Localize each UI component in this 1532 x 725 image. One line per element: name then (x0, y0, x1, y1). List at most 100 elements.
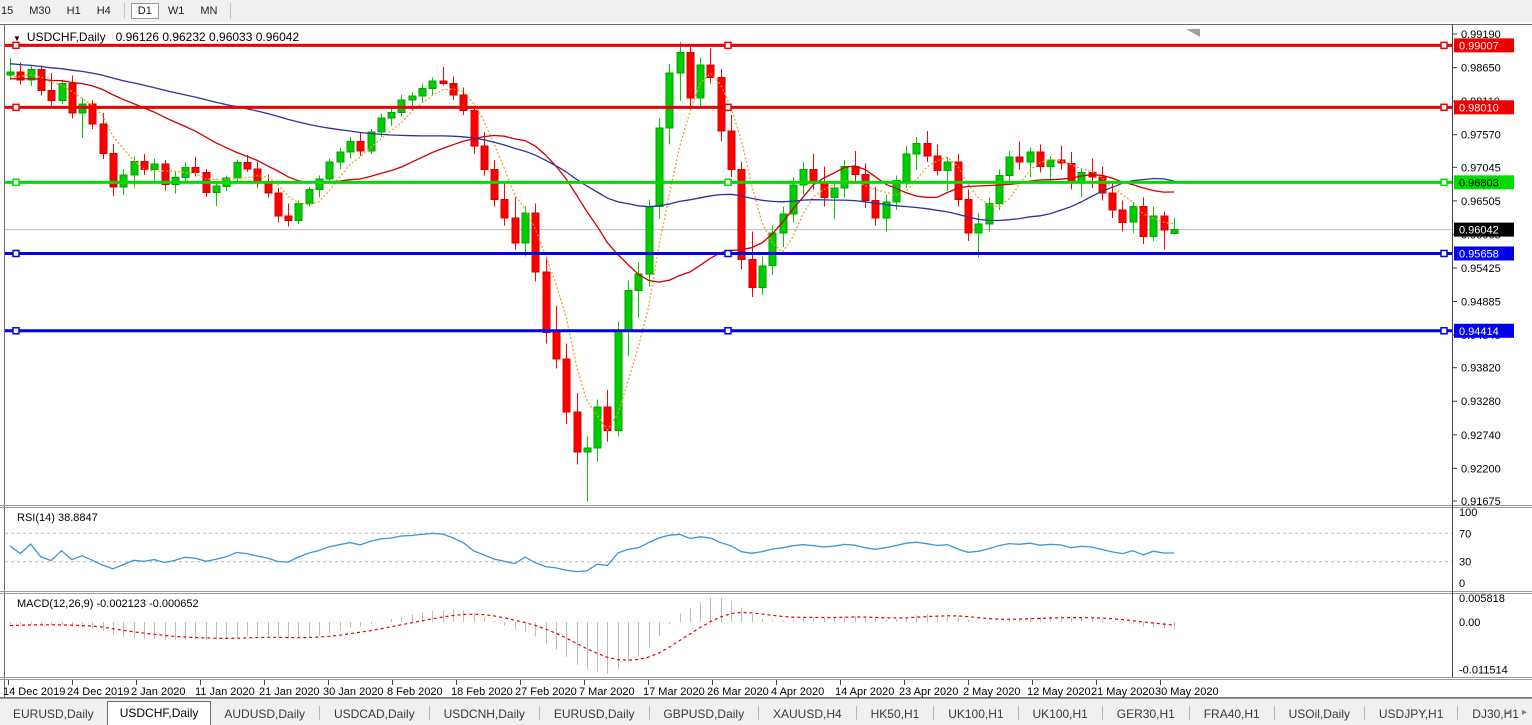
hline-price-label: 0.95658 (1459, 248, 1499, 260)
chart-tabs-bar: EURUSD,Daily USDCHF,Daily AUDUSD,Daily USDC… (0, 698, 1532, 725)
chart-tab-hk50-h1[interactable]: HK50,H1 (870, 707, 920, 721)
candle-down (459, 94, 468, 111)
candle-up (336, 151, 345, 163)
price-axis-tick-label: 0.94885 (1461, 297, 1501, 309)
hline-handle[interactable] (1440, 249, 1448, 258)
candle-down (191, 167, 200, 174)
hline-handle[interactable] (724, 249, 732, 258)
chart-tab-usdcad-daily[interactable]: USDCAD,Daily (333, 707, 415, 721)
hline-handle[interactable] (1440, 178, 1448, 187)
candle-up (696, 64, 705, 99)
chart-tab-uk100-h1[interactable]: UK100,H1 (1032, 707, 1088, 721)
timeframe-button-15[interactable]: 15 (1, 5, 14, 17)
chart-ohlc-values: 0.96126 0.96232 0.96033 0.96042 (115, 30, 300, 44)
chart-symbol-label: USDCHF,Daily (26, 30, 106, 44)
candle-down (1015, 156, 1024, 163)
price-axis-tick-label: 0.92200 (1461, 463, 1501, 475)
candle-up (676, 52, 685, 74)
hline-price-label: 0.99007 (1459, 40, 1499, 52)
price-axis-tick-label: 0.96505 (1461, 196, 1501, 208)
rsi-title: RSI(14) (17, 512, 55, 524)
hline-handle[interactable] (1440, 327, 1448, 335)
hline-handle[interactable] (12, 178, 20, 187)
candle-up (799, 169, 808, 186)
candle-up (315, 178, 324, 190)
chart-dropdown-icon[interactable]: ▼ (13, 34, 21, 43)
chart-window: 0.991900.986500.981100.975700.970450.965… (0, 22, 1532, 698)
chart-tab-usoil-daily[interactable]: USOil,Daily (1288, 707, 1350, 721)
candle-down (109, 152, 118, 188)
chart-tab-uk100-h1[interactable]: UK100,H1 (948, 707, 1004, 721)
chart-tab-xauusd-h4[interactable]: XAUUSD,H4 (773, 707, 842, 721)
tab-divider (758, 706, 759, 720)
date-axis-label: 21 May 2020 (1091, 686, 1155, 698)
hline-handle[interactable] (12, 41, 20, 50)
candle-up (974, 223, 983, 234)
chart-tab-usdjpy-h1[interactable]: USDJPY,H1 (1378, 707, 1444, 721)
tab-scroll-right-icon[interactable]: ▸ (1521, 707, 1527, 718)
hline-price-label: 0.96803 (1459, 177, 1499, 189)
macd-indicator-label: MACD(12,26,9) -0.002123 -0.000652 (17, 598, 199, 610)
candle-down (140, 160, 149, 170)
timeframe-button-h1[interactable]: H1 (66, 5, 81, 17)
autoscroll-corner-icon[interactable] (1186, 29, 1200, 37)
rsi-current-value: 38.8847 (57, 512, 98, 524)
hline-handle[interactable] (12, 103, 20, 112)
chart-tab-audusd-daily[interactable]: AUDUSD,Daily (224, 707, 306, 721)
tab-divider (1273, 706, 1275, 720)
candle-down (490, 169, 499, 200)
tab-scroll-left-icon[interactable]: ◂ (1505, 707, 1511, 718)
candle-up (995, 175, 1004, 205)
timeframe-button-mn[interactable]: MN (200, 5, 218, 17)
macd-current-values: -0.002123 -0.000652 (96, 598, 199, 610)
candle-down (923, 142, 932, 157)
candle-up (882, 201, 891, 219)
hline-handle[interactable] (12, 327, 20, 335)
chart-tab-gbpusd-daily[interactable]: GBPUSD,Daily (663, 707, 745, 721)
timeframe-button-w1[interactable]: W1 (167, 5, 185, 17)
hline-handle[interactable] (1440, 41, 1448, 50)
chart-tab-fra40-h1[interactable]: FRA40,H1 (1203, 707, 1260, 721)
timeframe-button-m30[interactable]: M30 (29, 5, 51, 17)
candle-down (88, 103, 97, 125)
date-axis-label: 30 May 2020 (1155, 686, 1219, 698)
chart-tab-eurusd-daily[interactable]: EURUSD,Daily (13, 707, 94, 721)
timeframe-button-h4[interactable]: H4 (96, 5, 111, 17)
candle-up (789, 184, 798, 215)
hline-handle[interactable] (724, 103, 732, 112)
candle-up (840, 165, 849, 189)
chart-tab-dj30-h1[interactable]: DJ30,H1 (1472, 707, 1519, 721)
hline-handle[interactable] (724, 327, 732, 335)
timeframe-button-d1[interactable]: D1 (130, 3, 159, 19)
candle-down (16, 71, 25, 81)
macd-signal-line (9, 611, 1175, 661)
candle-down (748, 259, 757, 289)
hline-handle[interactable] (12, 249, 20, 258)
hline-handle[interactable] (724, 41, 732, 50)
date-axis-label: 2 Jan 2020 (131, 686, 185, 698)
chart-tab-usdcnh-daily[interactable]: USDCNH,Daily (443, 707, 525, 721)
tab-divider (538, 706, 540, 720)
candle-down (356, 141, 365, 152)
rsi-axis-label: 70 (1459, 528, 1471, 540)
chart-tab-ger30-h1[interactable]: GER30,H1 (1116, 707, 1175, 721)
chart-tab-eurusd-daily[interactable]: EURUSD,Daily (553, 707, 635, 721)
chart-canvas[interactable]: 0.991900.986500.981100.975700.970450.965… (0, 22, 1532, 698)
candle-down (1036, 151, 1045, 167)
candle-down (480, 145, 489, 171)
chart-title: ▼ USDCHF,Daily 0.96126 0.96232 0.96033 0.9… (13, 30, 299, 44)
chart-tab-usdchf-daily[interactable]: USDCHF,Daily (106, 701, 212, 725)
hline-handle[interactable] (1440, 103, 1448, 112)
candle-down (274, 192, 283, 217)
tab-divider (1101, 706, 1103, 720)
toolbar-separator (123, 3, 125, 19)
date-axis-label: 17 Mar 2020 (643, 686, 705, 698)
candle-up (1149, 215, 1158, 238)
candle-down (1139, 206, 1148, 237)
hline-handle[interactable] (724, 178, 732, 187)
candle-up (58, 83, 67, 101)
tab-divider (1188, 706, 1190, 720)
hline-price-label: 0.94414 (1459, 326, 1499, 338)
hline-price-label-box (1454, 175, 1514, 190)
